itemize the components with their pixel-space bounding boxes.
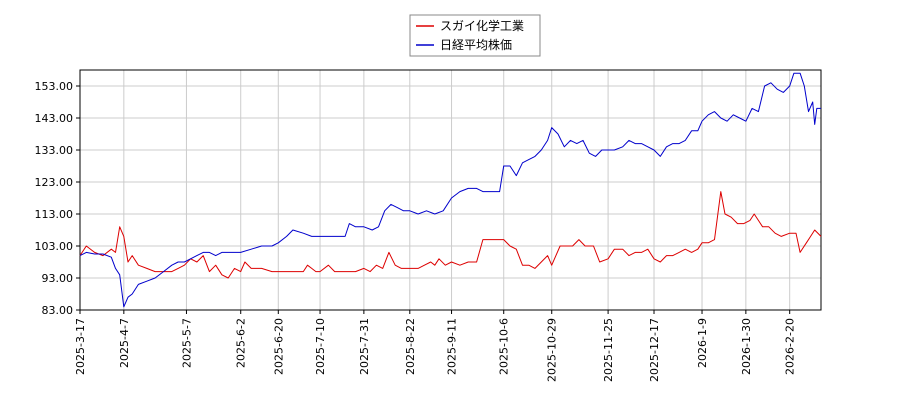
y-tick-label: 133.00 <box>35 144 74 157</box>
series-group <box>79 72 822 308</box>
y-tick-label: 123.00 <box>35 176 74 189</box>
x-tick-label: 2025-11-25 <box>602 318 615 382</box>
legend-label-sugai: スガイ化学工業 <box>440 18 524 33</box>
x-tick-label: 2025-8-22 <box>404 318 417 375</box>
x-tick-label: 2025-7-10 <box>314 318 327 375</box>
y-tick-label: 93.00 <box>42 272 74 285</box>
y-tick-label: 103.00 <box>35 240 74 253</box>
x-tick-label: 2025-7-31 <box>358 318 371 375</box>
legend: スガイ化学工業 日経平均株価 <box>409 14 541 57</box>
legend-box <box>409 14 541 57</box>
x-tick-label: 2025-9-11 <box>446 318 459 375</box>
x-tick-label: 2025-4-7 <box>118 318 131 368</box>
x-tick-label: 2026-1-9 <box>696 318 709 368</box>
x-axis: 2025-3-17 2025-4-7 2025-5-7 2025-6-2 2025-6-… <box>74 310 797 382</box>
y-axis: 83.00 93.00 103.00 113.00 123.00 133.00 143.00… <box>35 80 80 317</box>
y-tick-label: 113.00 <box>35 208 74 221</box>
y-tick-label: 83.00 <box>42 304 74 317</box>
series-line-nikkei <box>79 72 821 308</box>
x-tick-label: 2025-12-17 <box>648 318 661 382</box>
grid <box>79 70 821 311</box>
y-tick-label: 153.00 <box>35 80 74 93</box>
y-tick-label: 143.00 <box>35 112 74 125</box>
x-tick-label: 2025-3-17 <box>74 318 87 375</box>
x-tick-label: 2025-5-7 <box>180 318 193 368</box>
x-tick-label: 2026-2-20 <box>784 318 797 375</box>
x-tick-label: 2025-6-20 <box>272 318 285 375</box>
x-tick-label: 2025-10-29 <box>546 318 559 382</box>
plot-frame <box>79 69 822 311</box>
x-tick-label: 2026-1-30 <box>740 318 753 375</box>
x-tick-label: 2025-10-6 <box>498 318 511 375</box>
x-tick-label: 2025-6-2 <box>235 318 248 368</box>
legend-label-nikkei: 日経平均株価 <box>440 37 512 52</box>
series-line-sugai <box>79 191 822 279</box>
